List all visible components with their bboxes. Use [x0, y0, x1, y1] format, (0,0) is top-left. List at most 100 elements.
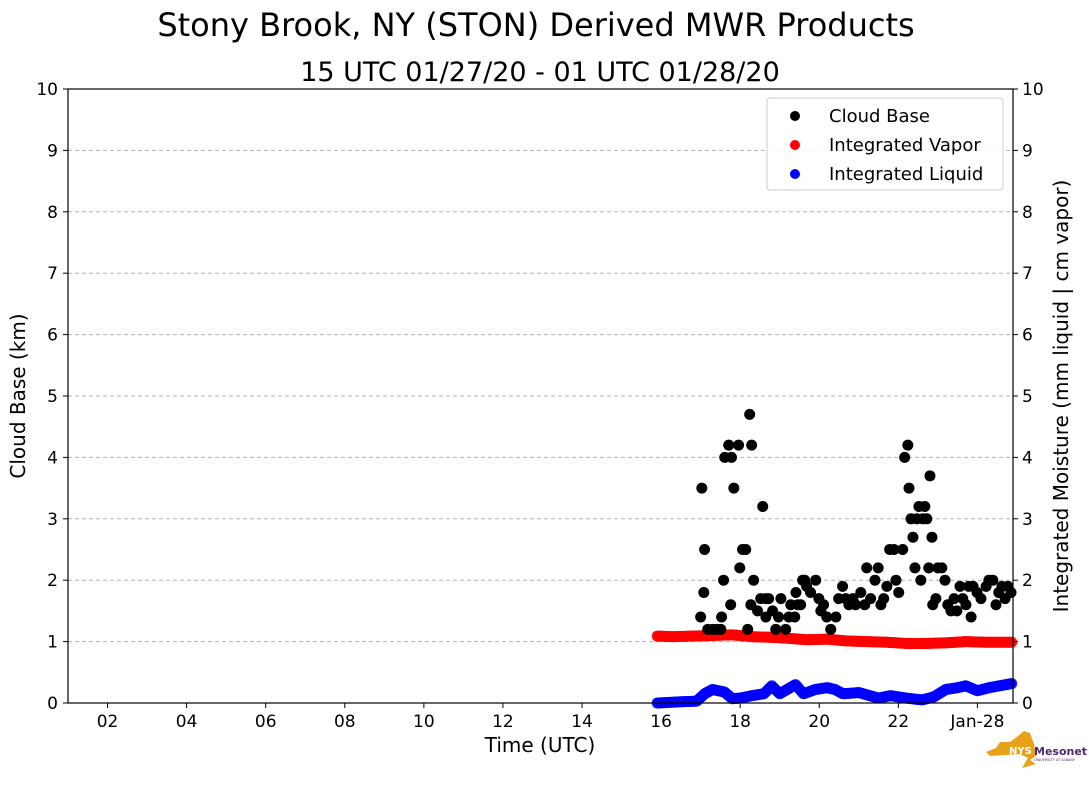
x-tick-label: Jan-28 — [949, 712, 1004, 732]
x-tick-label: 12 — [492, 712, 514, 732]
y-tick-label-right: 7 — [1022, 264, 1033, 284]
data-point — [926, 531, 938, 543]
x-tick-label: 06 — [255, 712, 277, 732]
new-york-state-shape-icon — [986, 731, 1036, 768]
data-point — [915, 574, 927, 586]
data-point — [715, 623, 727, 635]
data-point — [990, 599, 1002, 611]
data-point — [810, 574, 822, 586]
data-point — [775, 593, 787, 605]
chart-title: Stony Brook, NY (STON) Derived MWR Produ… — [157, 6, 914, 44]
data-point — [930, 593, 942, 605]
chart-subtitle: 15 UTC 01/27/20 - 01 UTC 01/28/20 — [300, 57, 780, 88]
data-point — [723, 439, 735, 451]
data-point — [757, 501, 769, 513]
data-point — [725, 451, 737, 463]
data-point — [1006, 636, 1018, 648]
y-tick-label-right: 6 — [1022, 326, 1033, 346]
data-point — [987, 574, 999, 586]
data-point — [919, 501, 931, 513]
y-tick-label-left: 4 — [47, 448, 58, 468]
data-point — [795, 599, 807, 611]
data-point — [805, 586, 817, 598]
data-point — [948, 593, 960, 605]
data-point — [699, 544, 711, 555]
legend-marker-integrated-vapor — [790, 140, 800, 150]
data-point — [960, 599, 972, 611]
series-cloud-base — [695, 408, 1017, 635]
data-point — [975, 593, 987, 605]
data-point — [718, 574, 730, 586]
legend-marker-integrated-liquid — [790, 169, 800, 179]
data-point — [903, 482, 915, 494]
y-tick-label-left: 5 — [47, 387, 58, 407]
legend-marker-cloud-base — [790, 111, 800, 121]
data-point — [837, 580, 849, 592]
data-point — [696, 482, 708, 494]
x-tick-label: 20 — [808, 712, 830, 732]
data-point — [936, 562, 948, 574]
data-point — [698, 586, 710, 598]
y-axis-label-right: Integrated Moisture (mm liquid | cm vapo… — [1049, 180, 1073, 613]
y-axis-label-left: Cloud Base (km) — [6, 313, 30, 478]
data-point — [869, 574, 881, 586]
y-tick-label-right: 10 — [1022, 80, 1044, 100]
data-point — [907, 531, 919, 543]
data-point — [728, 482, 740, 494]
data-point — [902, 439, 914, 451]
y-tick-label-left: 3 — [47, 510, 58, 530]
data-point — [789, 611, 801, 623]
plot-marks — [651, 408, 1018, 709]
y-tick-label-left: 10 — [36, 80, 58, 100]
x-tick-label: 16 — [650, 712, 672, 732]
x-tick-label: 08 — [334, 712, 356, 732]
y-tick-label-right: 0 — [1022, 694, 1033, 714]
data-point — [734, 562, 746, 574]
y-tick-label-left: 6 — [47, 326, 58, 346]
y-tick-label-left: 8 — [47, 203, 58, 223]
data-point — [733, 439, 745, 451]
series-integrated-liquid — [651, 678, 1018, 709]
data-point — [780, 623, 792, 635]
data-point — [748, 574, 760, 586]
legend: Cloud Base Integrated Vapor Integrated L… — [766, 97, 1004, 191]
x-tick-label: 22 — [888, 712, 910, 732]
data-point — [897, 544, 909, 555]
y-tick-label-right: 5 — [1022, 387, 1033, 407]
x-axis-label: Time (UTC) — [484, 733, 596, 757]
gridlines — [68, 149, 1013, 643]
data-point — [954, 580, 966, 592]
y-tick-label-right: 3 — [1022, 510, 1033, 530]
x-tick-label: 02 — [97, 712, 119, 732]
x-tick-label: 18 — [729, 712, 751, 732]
y-tick-label-right: 8 — [1022, 203, 1033, 223]
data-point — [923, 562, 935, 574]
y-tick-label-left: 1 — [47, 633, 58, 653]
data-point — [888, 544, 900, 555]
data-point — [909, 562, 921, 574]
data-point — [890, 574, 902, 586]
data-point — [951, 605, 963, 617]
y-tick-label-right: 4 — [1022, 448, 1033, 468]
data-point — [725, 599, 737, 611]
y-tick-label-left: 0 — [47, 694, 58, 714]
logo-nys: NYS — [1009, 746, 1032, 757]
data-point — [742, 623, 754, 635]
y-tick-label-left: 2 — [47, 571, 58, 591]
logo-subtext: UNIVERSITY AT ALBANY — [1034, 758, 1076, 762]
logo-mesonet: Mesonet — [1034, 745, 1087, 758]
data-point — [818, 599, 830, 611]
data-point — [924, 470, 936, 482]
data-point — [770, 623, 782, 635]
data-point — [773, 611, 785, 623]
data-point — [921, 513, 933, 525]
x-tick-label: 14 — [571, 712, 593, 732]
data-point — [893, 586, 905, 598]
legend-label-integrated-liquid: Integrated Liquid — [829, 164, 983, 185]
data-point — [1006, 678, 1018, 690]
data-point — [790, 586, 802, 598]
data-point — [881, 580, 893, 592]
data-point — [821, 611, 833, 623]
data-point — [744, 408, 756, 420]
data-point — [899, 451, 911, 463]
